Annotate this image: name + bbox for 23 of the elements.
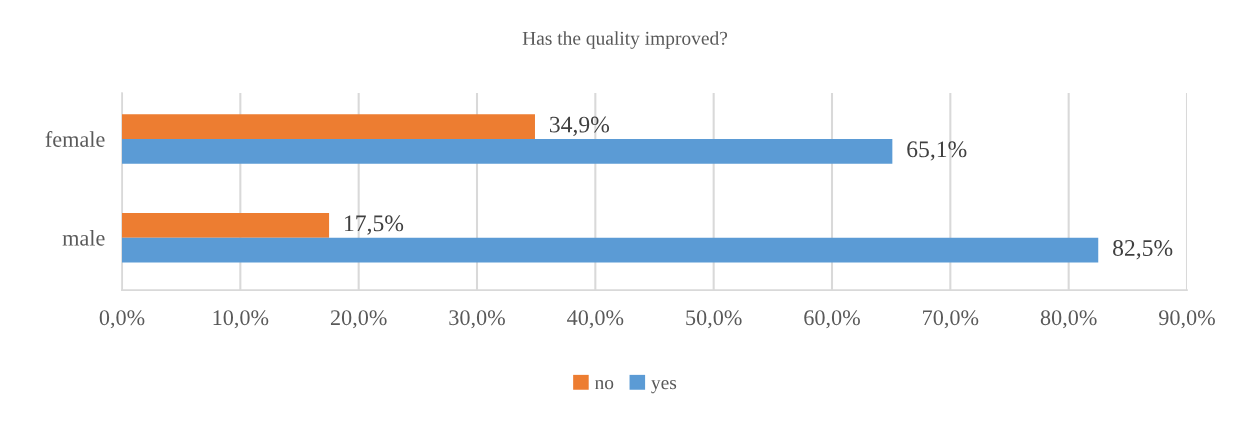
bar: [122, 213, 330, 238]
x-tick-label: 0,0%: [99, 310, 145, 329]
y-tick-label: male: [62, 230, 105, 246]
bar: [122, 138, 893, 164]
data-label: 34,9%: [550, 116, 610, 136]
x-tick-label: 90,0%: [1159, 310, 1215, 329]
x-tick-label: 50,0%: [686, 310, 742, 329]
bar: [122, 114, 535, 139]
data-label: 17,5%: [345, 215, 404, 235]
x-tick-label: 30,0%: [449, 310, 505, 329]
legend-label: yes: [651, 379, 677, 394]
chart-title: Has the quality improved?: [522, 31, 728, 49]
data-label: 65,1%: [907, 141, 967, 161]
x-tick-label: 70,0%: [923, 310, 979, 329]
legend-label: no: [594, 379, 614, 390]
data-label: 82,5%: [1113, 240, 1173, 260]
x-tick-label: 10,0%: [213, 310, 269, 329]
x-tick-label: 60,0%: [804, 310, 860, 329]
x-tick-label: 40,0%: [567, 310, 624, 329]
x-tick-label: 20,0%: [330, 310, 387, 329]
bar: [122, 237, 1099, 263]
y-tick-label: female: [45, 131, 105, 147]
x-tick-label: 80,0%: [1040, 310, 1097, 329]
